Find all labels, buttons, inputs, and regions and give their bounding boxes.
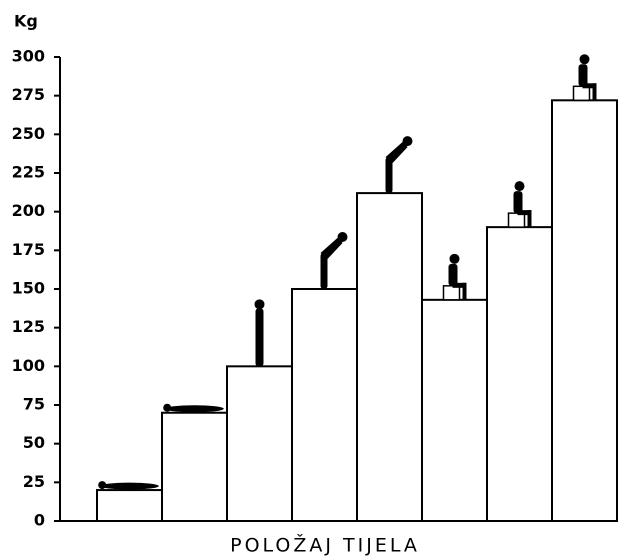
y-tick-label: 150 — [12, 279, 45, 298]
y-tick-label: 225 — [12, 163, 45, 182]
silhouette-part — [527, 210, 532, 228]
silhouette-part — [452, 282, 467, 288]
y-tick-label: 75 — [23, 395, 45, 414]
silhouette-part — [163, 403, 172, 412]
silhouette-part — [385, 141, 408, 164]
bar — [291, 288, 358, 522]
bar — [226, 365, 293, 523]
silhouette-part — [100, 482, 159, 490]
bar — [356, 192, 423, 523]
y-tick-label: 25 — [23, 472, 45, 491]
silhouette-part — [320, 237, 343, 259]
figure-silhouette — [163, 403, 224, 413]
silhouette-part — [579, 54, 590, 65]
figure-silhouette — [320, 232, 348, 289]
silhouette-part — [572, 85, 591, 102]
silhouette-part — [254, 299, 265, 310]
figure-silhouette — [254, 299, 265, 367]
figure-silhouette — [442, 253, 467, 301]
silhouette-part — [402, 136, 413, 147]
silhouette-part — [449, 253, 460, 264]
bar — [96, 489, 163, 523]
bar — [421, 298, 488, 522]
figure-silhouette — [385, 136, 413, 194]
y-tick-label: 50 — [23, 433, 45, 452]
bar — [161, 411, 228, 523]
figure-silhouette — [572, 54, 597, 102]
silhouette-part — [592, 83, 597, 101]
silhouette-part — [513, 191, 523, 214]
silhouette-part — [337, 232, 348, 242]
silhouette-part — [165, 405, 224, 413]
y-tick-label: 200 — [12, 201, 45, 220]
bar — [551, 99, 618, 522]
silhouette-part — [320, 253, 328, 289]
figure-silhouette — [507, 181, 532, 228]
silhouette-part — [448, 263, 458, 286]
silhouette-part — [442, 285, 461, 301]
y-axis-label: Kg — [14, 12, 38, 31]
y-tick-label: 300 — [12, 47, 45, 66]
silhouette-part — [514, 181, 525, 192]
y-tick-label: 100 — [12, 356, 45, 375]
silhouette-part — [582, 83, 597, 89]
bar — [486, 226, 553, 522]
silhouette-part — [578, 64, 588, 87]
y-tick-label: 250 — [12, 124, 45, 143]
x-axis-label: POLOŽAJ TIJELA — [230, 534, 420, 557]
y-tick-label: 275 — [12, 85, 45, 104]
silhouette-part — [255, 308, 264, 367]
figure-silhouette — [98, 481, 159, 490]
y-tick-label: 175 — [12, 240, 45, 259]
silhouette-part — [517, 210, 532, 216]
y-tick-label: 0 — [34, 511, 45, 530]
silhouette-part — [98, 481, 107, 490]
silhouette-part — [462, 282, 467, 300]
y-tick-label: 125 — [12, 317, 45, 336]
silhouette-part — [507, 212, 526, 228]
silhouette-part — [385, 157, 393, 194]
